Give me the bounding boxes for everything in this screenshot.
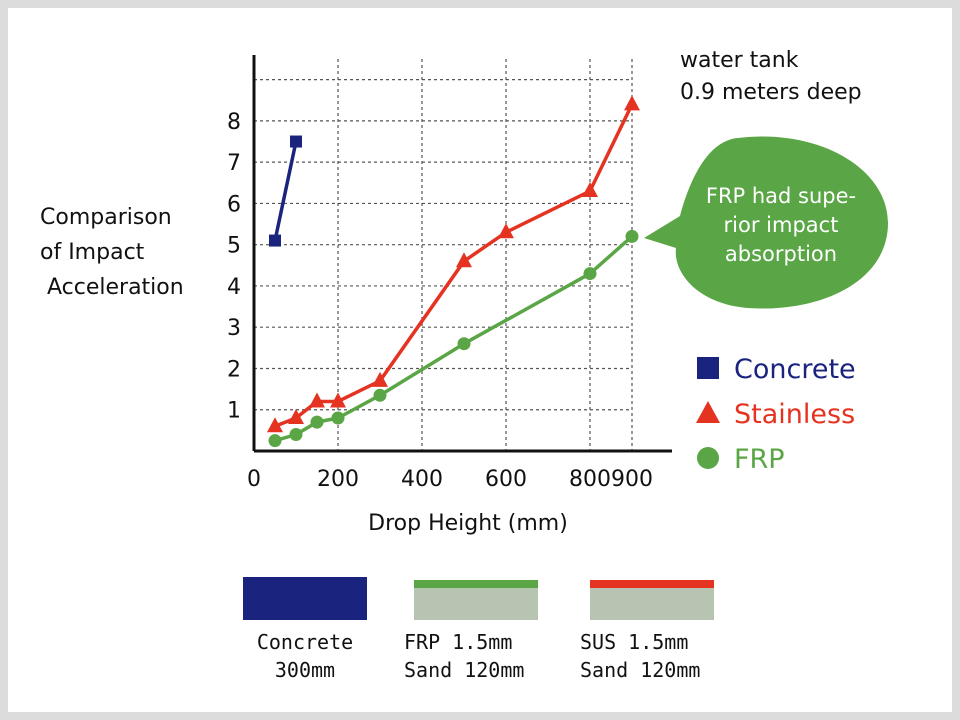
figure-frame: 0 200 400 600 800 900 1 2 3 4 5 6 7 8 Concrete Stainle… — [8, 8, 952, 712]
x-tick-label: 800 — [569, 467, 611, 492]
tank-note-line-1: water tank — [680, 48, 799, 73]
concrete-line — [273, 141, 298, 241]
x-tick-label: 400 — [401, 467, 443, 492]
frp-point — [310, 415, 324, 429]
y-tick-label: 5 — [227, 234, 241, 259]
legend-circle-marker — [697, 447, 719, 469]
tank-note-line-2: 0.9 meters deep — [680, 80, 862, 105]
callout-text-line-2: rior impact — [724, 213, 839, 237]
y-axis-label-line-3: Acceleration — [40, 275, 184, 300]
frp-point — [331, 411, 345, 425]
callout-bubble-shape — [644, 136, 888, 309]
stainless-point — [309, 392, 325, 408]
legend-item-stainless: Stainless — [696, 399, 855, 430]
x-tick-label: 900 — [611, 467, 653, 492]
frp-point — [289, 427, 303, 441]
frp-point — [457, 337, 471, 351]
frp-surface-layer — [414, 580, 538, 588]
x-tick-label: 0 — [247, 467, 261, 492]
frp-point — [625, 229, 639, 243]
sus-label-line: Sand 120mm — [580, 658, 700, 682]
legend-triangle-marker — [696, 401, 720, 423]
series — [267, 95, 640, 448]
y-axis-label-line-1: Comparison — [40, 205, 172, 230]
y-tick-label: 4 — [227, 275, 241, 300]
sus-sand-layer — [590, 587, 714, 620]
legend: Concrete Stainless FRP — [696, 354, 856, 475]
sus-surface-layer — [590, 580, 714, 588]
series-frp — [268, 229, 639, 448]
concrete-block — [243, 577, 367, 620]
callout-text-line-1: FRP had supe- — [706, 184, 856, 208]
frp-point — [373, 388, 387, 402]
stainless-point — [372, 371, 388, 387]
concrete-point — [269, 234, 281, 247]
concrete-point — [290, 135, 302, 148]
y-tick-label: 7 — [227, 151, 241, 176]
y-tick-label: 3 — [227, 316, 241, 341]
x-tick-label: 600 — [485, 467, 527, 492]
legend-label: Stainless — [734, 399, 855, 430]
material-concrete: Concrete 300mm — [243, 577, 367, 682]
tick-labels: 0 200 400 600 800 900 1 2 3 4 5 6 7 8 — [227, 110, 653, 492]
series-concrete — [269, 135, 302, 247]
stainless-point — [330, 392, 346, 408]
stainless-point — [582, 182, 598, 198]
x-axis-label: Drop Height (mm) — [368, 511, 568, 536]
y-axis-label-line-2: of Impact — [40, 240, 145, 265]
callout-bubble: FRP had supe- rior impact absorption — [644, 136, 888, 309]
stainless-point — [456, 252, 472, 268]
y-tick-label: 1 — [227, 399, 241, 424]
frp-sand-layer — [414, 587, 538, 620]
frp-point — [268, 434, 282, 448]
legend-square-marker — [697, 357, 719, 379]
impact-chart: 0 200 400 600 800 900 1 2 3 4 5 6 7 8 Concrete Stainle… — [40, 48, 888, 682]
stainless-line — [274, 103, 634, 428]
x-tick-label: 200 — [317, 467, 359, 492]
legend-item-frp: FRP — [697, 444, 785, 475]
stainless-point — [288, 408, 304, 424]
callout-text-line-3: absorption — [725, 242, 837, 266]
legend-label: FRP — [734, 444, 785, 475]
grid — [254, 59, 633, 451]
y-tick-label: 8 — [227, 110, 241, 135]
frp-label-line: FRP 1.5mm — [404, 630, 512, 654]
sus-label-line: SUS 1.5mm — [580, 630, 688, 654]
y-tick-label: 2 — [227, 357, 241, 382]
stainless-point — [267, 417, 283, 433]
series-stainless — [267, 95, 640, 433]
axes — [252, 55, 672, 453]
legend-item-concrete: Concrete — [697, 354, 856, 385]
legend-label: Concrete — [734, 354, 856, 385]
stainless-point — [498, 223, 514, 239]
frp-point — [583, 267, 597, 281]
stainless-point — [624, 95, 640, 111]
concrete-label-line: 300mm — [275, 658, 335, 682]
material-sus: SUS 1.5mm Sand 120mm — [580, 580, 714, 682]
concrete-label-line: Concrete — [257, 630, 353, 654]
frp-label-line: Sand 120mm — [404, 658, 524, 682]
material-frp: FRP 1.5mm Sand 120mm — [404, 580, 538, 682]
y-tick-label: 6 — [227, 192, 241, 217]
